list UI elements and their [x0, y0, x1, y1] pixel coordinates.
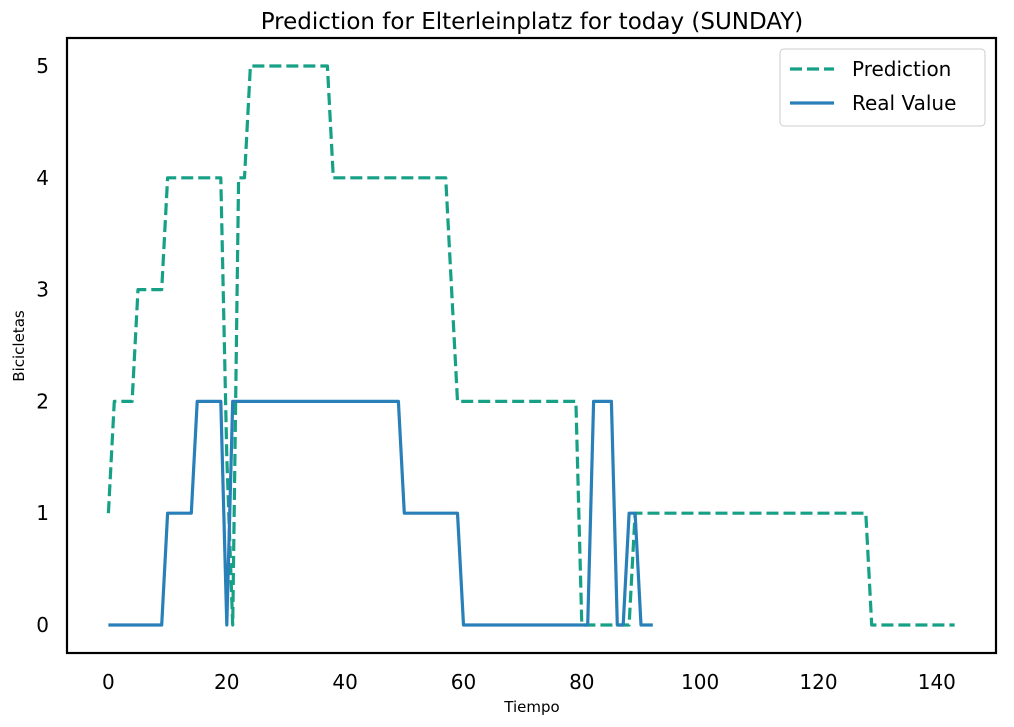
- y-axis: 0 1 2 3 4 5: [36, 54, 49, 637]
- y-tick-label: 1: [36, 501, 49, 525]
- x-axis-label: Tiempo: [503, 698, 559, 716]
- x-axis: 0 20 40 60 80 100 120 140: [102, 670, 956, 694]
- x-tick-label: 140: [918, 670, 956, 694]
- x-tick-label: 20: [214, 670, 239, 694]
- series-line-real-value: [108, 399, 653, 627]
- y-tick-label: 0: [36, 613, 49, 637]
- y-axis-label: Bicicletas: [10, 310, 28, 382]
- x-tick-label: 0: [102, 670, 115, 694]
- x-tick-label: 120: [799, 670, 837, 694]
- y-tick-label: 5: [36, 54, 49, 78]
- y-tick-label: 4: [36, 166, 49, 190]
- x-tick-label: 100: [681, 670, 719, 694]
- legend-label: Prediction: [852, 57, 951, 81]
- y-tick-label: 3: [36, 278, 49, 302]
- x-tick-label: 40: [332, 670, 357, 694]
- series-line-prediction: [106, 64, 955, 627]
- chart-title: Prediction for Elterleinplatz for today …: [261, 9, 804, 35]
- legend-label: Real Value: [852, 91, 956, 115]
- plot-frame: [65, 36, 998, 655]
- legend: Prediction Real Value: [779, 48, 986, 127]
- x-tick-label: 60: [451, 670, 476, 694]
- plot-area: [65, 36, 998, 655]
- y-tick-label: 2: [36, 389, 49, 413]
- x-tick-label: 80: [569, 670, 594, 694]
